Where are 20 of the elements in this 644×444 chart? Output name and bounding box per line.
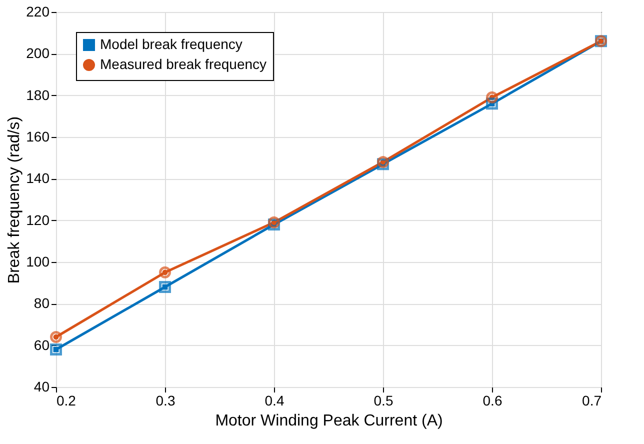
y-tick-label: 100 xyxy=(26,254,50,270)
y-tick-label: 160 xyxy=(26,128,50,144)
y-tick-label: 40 xyxy=(34,378,50,394)
x-tick-label: 0.4 xyxy=(264,392,284,408)
y-tick-label: 60 xyxy=(34,336,50,353)
x-axis-title: Motor Winding Peak Current (A) xyxy=(215,412,443,430)
legend-label: Model break frequency xyxy=(100,36,242,52)
y-tick-label: 220 xyxy=(26,4,50,20)
y-tick-label: 180 xyxy=(26,86,50,103)
y-axis-title: Break frequency (rad/s) xyxy=(6,116,24,284)
y-tick-label: 120 xyxy=(26,212,50,228)
x-tick-label: 0.5 xyxy=(374,392,394,408)
legend-label: Measured break frequency xyxy=(100,56,267,72)
y-tick-label: 200 xyxy=(26,45,50,62)
x-tick-label: 0.2 xyxy=(56,392,76,408)
x-tick-label: 0.3 xyxy=(156,392,176,408)
x-tick-label: 0.6 xyxy=(482,392,502,408)
y-tick-label: 80 xyxy=(34,295,50,312)
x-tick-label: 0.7 xyxy=(582,392,602,408)
y-tick-label: 140 xyxy=(26,170,50,186)
